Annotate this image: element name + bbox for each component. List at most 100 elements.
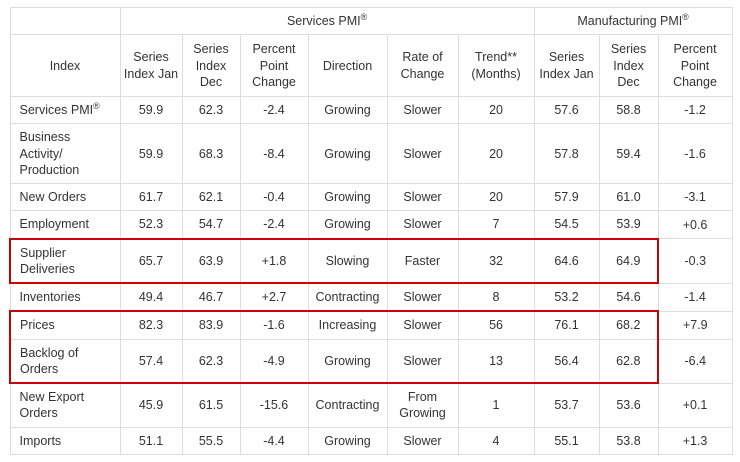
row-label: Prices <box>9 310 121 340</box>
data-cell: 55.1 <box>533 426 600 455</box>
data-cell: 53.9 <box>598 210 659 239</box>
data-cell: Slower <box>386 338 459 384</box>
column-header-5: Rate of Change <box>386 34 459 97</box>
column-header-7: Series Index Jan <box>533 34 600 97</box>
column-header-2: Series Index Dec <box>181 34 241 97</box>
data-cell: -1.4 <box>657 282 733 312</box>
data-cell: -2.4 <box>239 95 309 125</box>
data-cell: 59.9 <box>119 123 183 184</box>
table-row: Employment 52.3 54.7 -2.4 Growing Slower 7 54.5… <box>9 210 733 239</box>
row-label: Imports <box>9 426 121 455</box>
data-cell: 68.2 <box>598 310 660 340</box>
data-cell: Slower <box>386 210 459 239</box>
data-cell: 46.7 <box>181 282 241 312</box>
data-cell: -1.2 <box>657 95 733 125</box>
data-cell: 58.8 <box>598 95 659 125</box>
data-cell: Slower <box>386 182 459 212</box>
data-cell: 54.5 <box>533 210 600 239</box>
table-row: Inventories 49.4 46.7 +2.7 Contracting Slower… <box>9 282 733 312</box>
table-row: Services PMI® 59.9 62.3 -2.4 Growing Slower 20… <box>9 95 733 125</box>
row-label: Inventories <box>9 282 121 312</box>
data-cell: 4 <box>457 426 535 455</box>
data-cell: Contracting <box>307 282 388 312</box>
data-cell: +1.3 <box>657 426 733 455</box>
data-cell: 65.7 <box>119 237 183 284</box>
table-row: New Export Orders 45.9 61.5 -15.6 Contractin… <box>9 382 733 428</box>
data-cell: 1 <box>457 382 535 428</box>
registered-trademark-symbol: ® <box>360 11 368 22</box>
data-cell: Faster <box>386 237 459 284</box>
table-row: Business Activity/ Production 59.9 68.3 -8.… <box>9 123 733 184</box>
manufacturing-pmi-group-header: Manufacturing PMI® <box>533 6 733 36</box>
data-cell: 49.4 <box>119 282 183 312</box>
data-cell: +0.6 <box>657 210 733 239</box>
data-cell: Increasing <box>307 310 388 340</box>
data-cell: 13 <box>457 338 535 384</box>
column-header-3: Percent Point Change <box>239 34 309 97</box>
data-cell: 57.4 <box>119 338 183 384</box>
column-header-9: Percent Point Change <box>657 34 733 97</box>
column-header-row: Index Series Index Jan Series Index Dec Per… <box>9 34 733 97</box>
data-cell: 64.6 <box>533 237 600 284</box>
table-body: Services PMI® 59.9 62.3 -2.4 Growing Slower 20… <box>9 95 733 455</box>
data-cell: +1.8 <box>239 237 309 284</box>
data-cell: 59.4 <box>598 123 659 184</box>
row-label: Backlog of Orders <box>9 338 121 384</box>
data-cell: -3.1 <box>657 182 733 212</box>
data-cell: 45.9 <box>119 382 183 428</box>
data-cell: Growing <box>307 182 388 212</box>
data-cell: Contracting <box>307 382 388 428</box>
table-row: Supplier Deliveries 65.7 63.9 +1.8 Slowing Fa… <box>9 237 733 284</box>
table-row: New Orders 61.7 62.1 -0.4 Growing Slower 20 57.… <box>9 182 733 212</box>
row-label: Employment <box>9 210 121 239</box>
data-cell: 7 <box>457 210 535 239</box>
data-cell: Growing <box>307 210 388 239</box>
data-cell: 62.8 <box>598 338 660 384</box>
data-cell: 61.0 <box>598 182 659 212</box>
row-label: New Orders <box>9 182 121 212</box>
data-cell: Growing <box>307 338 388 384</box>
data-cell: -15.6 <box>239 382 309 428</box>
row-label: New Export Orders <box>9 382 121 428</box>
data-cell: 20 <box>457 123 535 184</box>
data-cell: Growing <box>307 95 388 125</box>
data-cell: 64.9 <box>598 237 660 284</box>
data-cell: 32 <box>457 237 535 284</box>
data-cell: Slower <box>386 282 459 312</box>
data-cell: 83.9 <box>181 310 241 340</box>
data-cell: 61.7 <box>119 182 183 212</box>
data-cell: -4.9 <box>239 338 309 384</box>
data-cell: 59.9 <box>119 95 183 125</box>
data-cell: 76.1 <box>533 310 600 340</box>
column-header-4: Direction <box>307 34 388 97</box>
data-cell: 82.3 <box>119 310 183 340</box>
registered-trademark-symbol: ® <box>93 100 100 111</box>
data-cell: 52.3 <box>119 210 183 239</box>
data-cell: 51.1 <box>119 426 183 455</box>
data-cell: 20 <box>457 182 535 212</box>
data-cell: 57.6 <box>533 95 600 125</box>
data-cell: 53.2 <box>533 282 600 312</box>
row-label: Supplier Deliveries <box>9 237 121 284</box>
column-header-8: Series Index Dec <box>598 34 659 97</box>
data-cell: -1.6 <box>657 123 733 184</box>
data-cell: 53.8 <box>598 426 659 455</box>
data-cell: -1.6 <box>239 310 309 340</box>
table-row: Imports 51.1 55.5 -4.4 Growing Slower 4 55.1 53.… <box>9 426 733 455</box>
data-cell: 56.4 <box>533 338 600 384</box>
data-cell: +0.1 <box>657 382 733 428</box>
data-cell: +7.9 <box>657 310 733 340</box>
group-header-row: Services PMI® Manufacturing PMI® <box>9 6 733 36</box>
data-cell: 62.3 <box>181 338 241 384</box>
data-cell: Growing <box>307 426 388 455</box>
data-cell: 57.9 <box>533 182 600 212</box>
data-cell: -0.4 <box>239 182 309 212</box>
data-cell: Slower <box>386 95 459 125</box>
data-cell: Growing <box>307 123 388 184</box>
services-pmi-group-header: Services PMI® <box>119 6 535 36</box>
data-cell: 63.9 <box>181 237 241 284</box>
data-cell: +2.7 <box>239 282 309 312</box>
table-row: Backlog of Orders 57.4 62.3 -4.9 Growing Slow… <box>9 338 733 384</box>
table-row: Prices 82.3 83.9 -1.6 Increasing Slower 56 76.1… <box>9 310 733 340</box>
